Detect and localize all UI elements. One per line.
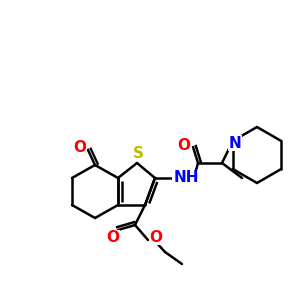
Text: O: O (74, 140, 86, 154)
Text: O: O (149, 230, 163, 244)
Text: O: O (106, 230, 119, 245)
Text: N: N (228, 136, 241, 151)
Text: NH: NH (173, 170, 199, 185)
Text: O: O (178, 137, 190, 152)
Text: S: S (133, 146, 143, 160)
